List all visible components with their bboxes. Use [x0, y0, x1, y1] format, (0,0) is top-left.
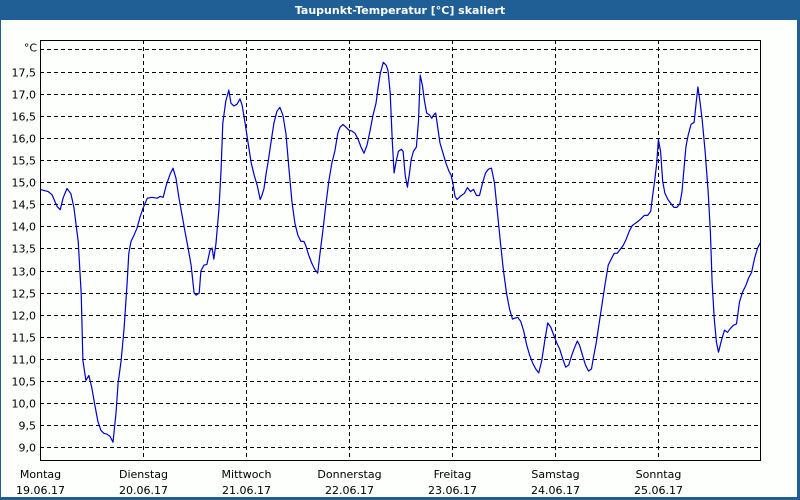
y-unit-label: °C — [24, 42, 38, 55]
y-tick-label: 16,0 — [12, 133, 37, 146]
y-tick-label: 14,0 — [12, 221, 37, 234]
y-tick-label: 17,0 — [12, 89, 37, 102]
x-tick-day: Montag — [20, 468, 61, 481]
dewpoint-series-line — [39, 61, 762, 443]
x-tick-day: Mittwoch — [222, 468, 272, 481]
window-title: Taupunkt-Temperatur [°C] skaliert — [0, 0, 800, 20]
line-chart: 9,0 9,5 10,0 10,5 11,0 11,5 12,0 12,5 13,0 13,5 14… — [12, 40, 762, 497]
y-tick-label: 10,0 — [12, 398, 37, 411]
y-tick-label: 16,5 — [12, 111, 37, 124]
y-tick-label: 12,0 — [12, 310, 37, 323]
x-tick-date: 19.06.17 — [16, 484, 65, 497]
y-tick-label: 13,5 — [12, 243, 37, 256]
y-tick-label: 11,5 — [12, 332, 37, 345]
y-tick-label: 12,5 — [12, 288, 37, 301]
x-tick-day: Dienstag — [119, 468, 168, 481]
y-tick-label: 13,0 — [12, 266, 37, 279]
chart-canvas: 9,0 9,5 10,0 10,5 11,0 11,5 12,0 12,5 13,0 13,5 14… — [1, 20, 797, 497]
x-tick-day: Sonntag — [636, 468, 682, 481]
x-tick-date: 22.06.17 — [325, 484, 374, 497]
y-tick-label: 9,5 — [19, 420, 37, 433]
x-tick-date: 25.06.17 — [634, 484, 683, 497]
y-tick-label: 10,5 — [12, 376, 37, 389]
y-tick-label: 14,5 — [12, 199, 37, 212]
x-tick-day: Donnerstag — [317, 468, 381, 481]
x-tick-date: 21.06.17 — [222, 484, 271, 497]
y-tick-label: 15,5 — [12, 155, 37, 168]
x-tick-date: 20.06.17 — [119, 484, 168, 497]
y-tick-label: 9,0 — [19, 442, 37, 455]
y-tick-label: 17,5 — [12, 67, 37, 80]
x-tick-date: 23.06.17 — [428, 484, 477, 497]
x-tick-day: Samstag — [531, 468, 579, 481]
x-tick-day: Freitag — [434, 468, 472, 481]
x-tick-date: 24.06.17 — [531, 484, 580, 497]
y-tick-label: 15,0 — [12, 177, 37, 190]
y-tick-label: 11,0 — [12, 354, 37, 367]
